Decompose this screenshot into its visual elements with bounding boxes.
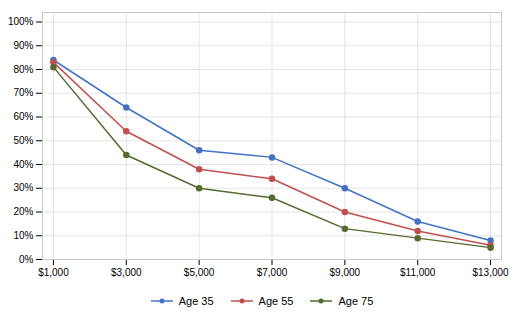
svg-text:10%: 10%	[13, 230, 33, 241]
svg-text:$1,000: $1,000	[38, 267, 69, 278]
svg-text:$7,000: $7,000	[257, 267, 288, 278]
svg-text:40%: 40%	[13, 159, 33, 170]
svg-text:$13,000: $13,000	[472, 267, 509, 278]
svg-text:$5,000: $5,000	[184, 267, 215, 278]
svg-text:100%: 100%	[8, 16, 34, 27]
svg-text:60%: 60%	[13, 111, 33, 122]
svg-text:90%: 90%	[13, 40, 33, 51]
svg-text:70%: 70%	[13, 87, 33, 98]
svg-text:$11,000: $11,000	[400, 267, 436, 278]
html-text:Age 35: Age 35	[178, 295, 214, 307]
html-text:Age 75: Age 75	[338, 295, 374, 307]
svg-text:$9,000: $9,000	[330, 267, 361, 278]
svg-text:0%: 0%	[19, 254, 34, 265]
svg-text:$3,000: $3,000	[111, 267, 142, 278]
html-text:Age 55: Age 55	[258, 295, 294, 307]
svg-text:30%: 30%	[13, 182, 33, 193]
svg-text:50%: 50%	[13, 135, 33, 146]
svg-text:20%: 20%	[13, 206, 33, 217]
svg-text:80%: 80%	[13, 64, 33, 75]
